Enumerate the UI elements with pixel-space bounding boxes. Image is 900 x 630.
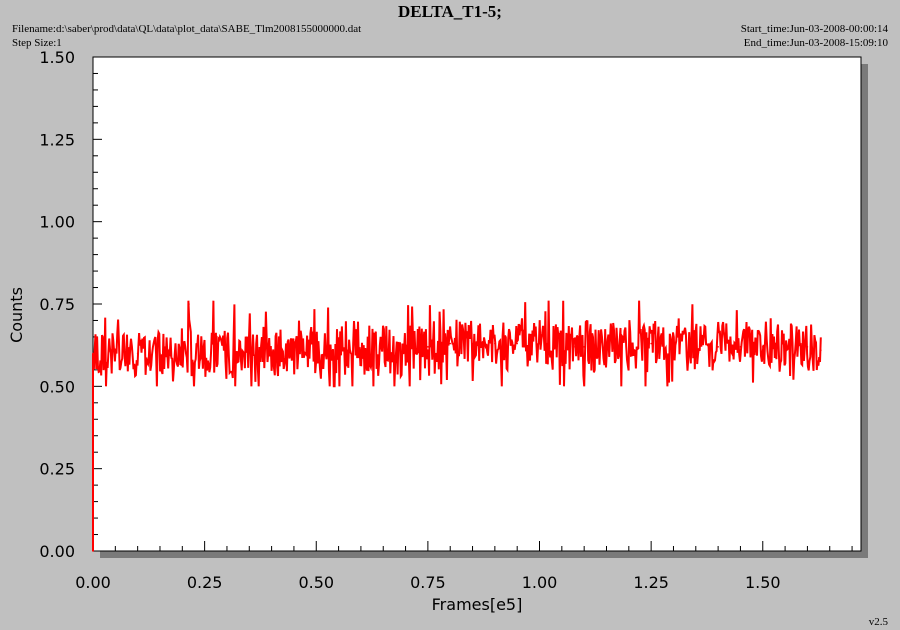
filename-label: Filename:d:\saber\prod\data\QL\data\plot… <box>12 23 362 35</box>
start-time-label: Start_time:Jun-03-2008-00:00:14 <box>740 23 888 35</box>
axis-tick-labels: 0.00 0.25 0.50 0.75 1.00 1.25 1.50 0.00 0.25 0.50… <box>39 48 780 592</box>
data-point <box>820 349 822 351</box>
data-point <box>293 352 295 355</box>
x-axis-title: Frames[e5] <box>432 595 523 614</box>
chart-title: DELTA_T1-5; <box>398 2 502 21</box>
data-point <box>561 346 563 348</box>
data-point <box>382 346 385 348</box>
data-point <box>538 342 541 345</box>
y-tick-label: 0.00 <box>39 542 75 561</box>
data-point <box>136 352 139 355</box>
data-point <box>449 342 452 345</box>
data-point <box>717 346 719 348</box>
x-tick-label: 0.00 <box>75 573 111 592</box>
data-point <box>427 346 429 348</box>
data-point <box>494 342 496 345</box>
end-time-label: End_time:Jun-03-2008-15:09:10 <box>743 37 888 49</box>
data-point <box>248 352 251 355</box>
y-tick-label: 0.50 <box>39 377 75 396</box>
data-point <box>583 346 585 348</box>
y-tick-label: 0.25 <box>39 460 75 479</box>
step-size-label: Step Size:1 <box>12 37 62 49</box>
x-tick-label: 0.50 <box>298 573 334 592</box>
x-tick-label: 1.25 <box>633 573 669 592</box>
data-point <box>181 352 184 355</box>
data-point <box>315 352 318 355</box>
data-point <box>101 352 103 355</box>
y-tick-label: 1.00 <box>39 213 75 232</box>
x-tick-label: 0.75 <box>410 573 446 592</box>
data-point <box>806 346 809 348</box>
data-point <box>471 342 474 345</box>
series-layer <box>92 300 822 552</box>
data-point <box>203 352 206 355</box>
data-point <box>574 346 577 348</box>
data-point <box>404 346 407 348</box>
x-tick-label: 1.00 <box>522 573 558 592</box>
series-line <box>92 300 822 551</box>
data-point <box>605 346 608 348</box>
data-point <box>628 346 630 348</box>
y-axis-title: Counts <box>7 287 26 343</box>
y-tick-label: 1.25 <box>39 130 75 149</box>
data-point <box>226 352 228 355</box>
data-point <box>92 550 94 552</box>
data-point <box>784 346 786 348</box>
data-point <box>190 352 193 355</box>
data-point <box>114 352 117 355</box>
data-point <box>650 342 652 345</box>
plot-area <box>92 56 862 552</box>
data-point <box>761 346 764 348</box>
y-tick-label: 0.75 <box>39 295 75 314</box>
data-point <box>360 349 362 351</box>
data-point <box>188 303 190 305</box>
data-point <box>92 352 94 355</box>
y-tick-label: 1.50 <box>39 48 75 67</box>
axis-ticks <box>92 56 853 552</box>
data-point <box>694 342 697 345</box>
data-point <box>516 342 518 345</box>
data-point <box>672 342 675 345</box>
data-point <box>270 352 273 355</box>
version-label: v2.5 <box>868 616 888 628</box>
data-point <box>337 349 340 351</box>
data-point <box>159 352 161 355</box>
x-tick-label: 1.50 <box>745 573 781 592</box>
data-point <box>739 346 742 348</box>
x-tick-label: 0.25 <box>187 573 223 592</box>
data-point <box>94 352 97 355</box>
